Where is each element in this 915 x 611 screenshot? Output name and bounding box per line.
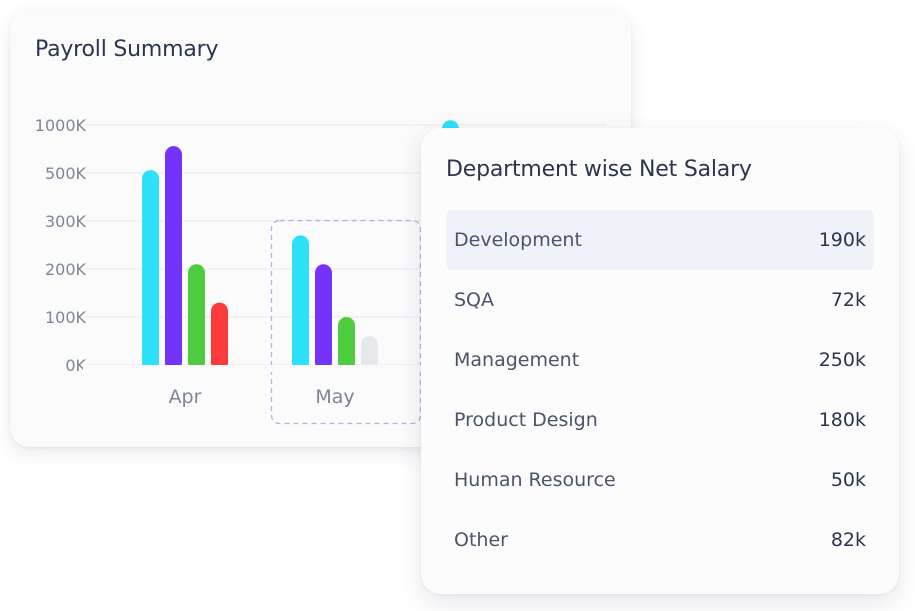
bar[interactable] bbox=[315, 264, 332, 371]
department-salary-card: Department wise Net Salary Development 19… bbox=[421, 128, 899, 594]
y-tick-label: 0K bbox=[65, 356, 86, 375]
y-tick-label: 300K bbox=[45, 212, 87, 231]
department-value: 250k bbox=[818, 349, 866, 371]
bar[interactable] bbox=[361, 336, 378, 371]
department-row[interactable]: Development 190k bbox=[446, 210, 874, 270]
department-row[interactable]: Management 250k bbox=[446, 330, 874, 390]
y-tick-label: 200K bbox=[45, 260, 87, 279]
department-value: 72k bbox=[830, 289, 866, 311]
payroll-title: Payroll Summary bbox=[35, 37, 219, 62]
y-tick-label: 100K bbox=[45, 308, 87, 327]
baseline-mask bbox=[83, 365, 606, 372]
department-value: 190k bbox=[818, 229, 866, 251]
department-value: 82k bbox=[830, 529, 866, 551]
department-title: Department wise Net Salary bbox=[446, 157, 752, 182]
department-row[interactable]: SQA 72k bbox=[446, 270, 874, 330]
department-list: Development 190k SQA 72k Management 250k Produ… bbox=[446, 210, 874, 570]
bar[interactable] bbox=[338, 317, 355, 371]
selected-month-box[interactable] bbox=[270, 219, 422, 425]
bar[interactable] bbox=[211, 302, 228, 371]
department-name: Other bbox=[454, 529, 508, 551]
department-row[interactable]: Other 82k bbox=[446, 510, 874, 570]
x-tick-label: May bbox=[315, 386, 354, 408]
x-tick-label: Apr bbox=[169, 386, 202, 408]
y-tick-label: 1000K bbox=[35, 116, 87, 135]
y-tick-label: 500K bbox=[45, 164, 87, 183]
department-name: Management bbox=[454, 349, 580, 371]
department-row[interactable]: Product Design 180k bbox=[446, 390, 874, 450]
department-name: Product Design bbox=[454, 409, 598, 431]
bar[interactable] bbox=[142, 170, 159, 371]
department-name: SQA bbox=[454, 289, 495, 311]
department-name: Development bbox=[454, 229, 582, 251]
bar[interactable] bbox=[292, 235, 309, 371]
payroll-chart: 1000K 500K 300K 200K 100K 0K Apr May bbox=[35, 116, 606, 425]
bar[interactable] bbox=[165, 146, 182, 371]
bar[interactable] bbox=[188, 264, 205, 371]
department-value: 50k bbox=[830, 469, 866, 491]
department-name: Human Resource bbox=[454, 469, 616, 491]
department-row[interactable]: Human Resource 50k bbox=[446, 450, 874, 510]
department-value: 180k bbox=[818, 409, 866, 431]
